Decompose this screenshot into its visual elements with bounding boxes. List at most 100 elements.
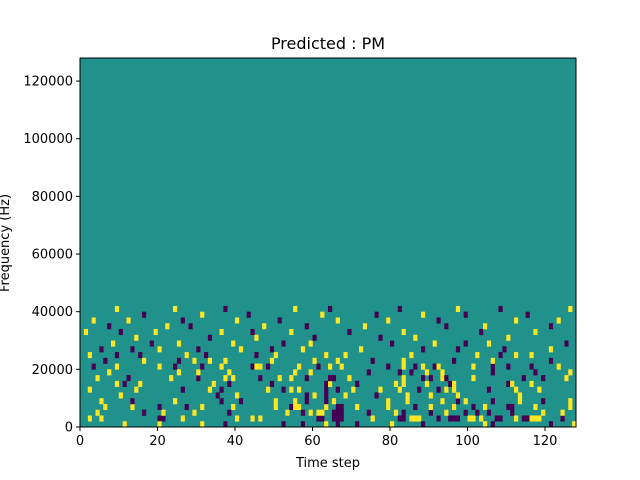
y-tick-label: 80000 [32,190,73,205]
heatmap-cell [444,386,449,393]
heatmap-cell [142,311,147,318]
heatmap-cell [196,346,201,353]
heatmap-cell [312,392,317,399]
heatmap-cell [130,398,135,405]
heatmap-cell [475,409,480,416]
heatmap-cell [541,375,546,382]
heatmap-cell [428,409,433,416]
heatmap-cell [91,363,96,370]
heatmap-cell [192,409,197,416]
heatmap-cell [324,421,329,428]
heatmap-cell [107,369,112,376]
heatmap-cell [413,363,418,370]
heatmap-cell [118,392,123,399]
heatmap-cell [463,311,468,318]
heatmap-cell [273,352,278,359]
heatmap-cell [304,323,309,330]
heatmap-cell [289,328,294,336]
heatmap-cell [153,328,158,336]
heatmap-cell [231,340,236,347]
x-tick-label: 0 [76,434,84,449]
heatmap-cell [281,421,286,428]
heatmap-cell [424,380,430,387]
heatmap-cell [285,409,290,416]
heatmap-cell [300,421,306,428]
heatmap-cell [386,398,391,405]
heatmap-cell [564,375,569,382]
heatmap-cell [455,346,461,353]
heatmap-cell [463,340,468,347]
heatmap-cell [424,369,430,376]
heatmap-cell [498,352,503,359]
heatmap-cell [498,305,503,312]
y-tick-label: 120000 [23,75,73,90]
heatmap-cell [529,415,534,422]
heatmap-cell [324,386,329,393]
heatmap-cell [250,363,255,370]
heatmap-cell [405,398,410,405]
heatmap-cell [99,398,104,405]
heatmap-cell [328,305,333,312]
heatmap-cell [366,409,371,416]
heatmap-cell [432,340,437,347]
heatmap-cell [343,392,348,399]
heatmap-cell [471,375,476,382]
heatmap-cell [428,392,433,399]
heatmap-cell [335,415,340,422]
heatmap-cell [281,340,286,347]
heatmap-cell [223,305,228,312]
heatmap-cell [180,386,185,393]
heatmap-cell [421,363,426,370]
heatmap-cell [529,352,534,359]
heatmap-cell [99,415,104,422]
x-tick-label: 60 [304,434,321,449]
heatmap-cell [320,415,325,422]
heatmap-cell [401,363,406,370]
heatmap-cell [235,392,240,399]
heatmap-cell [436,386,441,393]
heatmap-cell [413,334,418,341]
heatmap-cell [200,421,205,428]
heatmap-cell [397,386,402,393]
heatmap-cell [180,415,185,422]
heatmap-cell [440,375,445,382]
heatmap-cell [118,328,123,336]
heatmap-cell [413,403,418,411]
heatmap-cell [184,352,189,359]
heatmap-cell [223,375,228,382]
y-axis: 0 20000 40000 60000 80000 100000 120000 [23,75,80,436]
heatmap-cell [506,363,511,370]
heatmap-cell [471,403,476,411]
heatmap-cell [107,323,112,330]
heatmap-cell [293,403,298,411]
heatmap-cell [142,409,147,416]
y-tick-label: 20000 [32,363,73,378]
plot-area [80,58,577,428]
heatmap-cell [235,415,240,422]
heatmap-cell [161,409,166,416]
heatmap-cell [184,403,189,411]
heatmap-cell [95,375,100,382]
y-tick-label: 100000 [23,132,73,147]
heatmap-cell [452,415,457,422]
heatmap-cell [335,409,340,416]
heatmap-cell [548,323,554,330]
heatmap-cell [207,334,213,341]
heatmap-cell [99,346,104,353]
y-tick-label: 60000 [32,248,73,263]
heatmap-cell [568,398,573,405]
heatmap-cell [397,415,402,422]
heatmap-cell [176,369,182,376]
heatmap-cell [111,340,116,347]
heatmap-cell [200,363,205,370]
heatmap-cell [417,386,422,393]
heatmap-cell [517,398,523,405]
heatmap-cell [374,392,379,399]
heatmap-cell [448,380,453,387]
heatmap-cells [83,305,577,428]
heatmap-cell [448,415,453,422]
heatmap-cell [324,392,329,399]
heatmap-cell [339,363,344,370]
heatmap-cell [401,375,406,382]
